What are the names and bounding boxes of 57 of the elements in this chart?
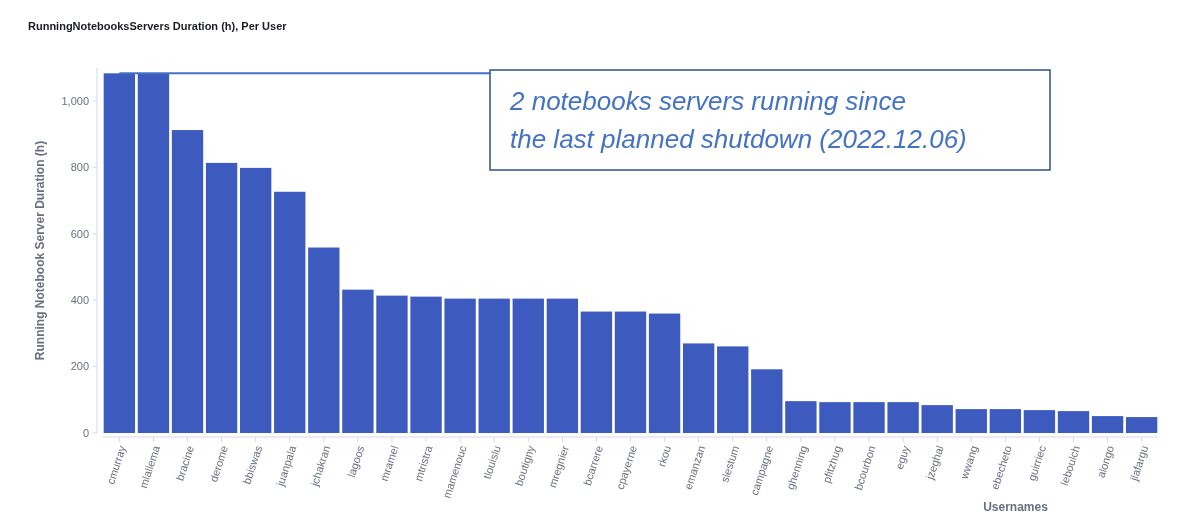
- bar: [751, 369, 783, 433]
- bar: [171, 130, 204, 433]
- bar: [410, 296, 442, 433]
- x-tick-label: eguy: [892, 443, 912, 471]
- bar: [580, 311, 613, 433]
- x-tick-label: derome: [207, 444, 231, 484]
- bar: [1023, 410, 1056, 433]
- bar: [1091, 416, 1124, 433]
- bar: [614, 311, 647, 433]
- x-tick-label: tlouislu: [480, 444, 503, 481]
- bar: [546, 298, 579, 433]
- x-tick-label: jlafargu: [1127, 444, 1151, 484]
- y-tick-label: 400: [70, 294, 89, 307]
- annotation: 2 notebooks servers running since the last planned shutdown (2022.12.06): [509, 86, 967, 154]
- bar: [853, 402, 885, 433]
- x-tick-label: mramel: [377, 444, 401, 483]
- bar: [376, 295, 408, 433]
- x-tick-label: jzeghal: [923, 444, 946, 482]
- y-axis-title: Running Notebook Server Duration (h): [33, 140, 47, 361]
- bar: [478, 298, 510, 433]
- bar: [274, 191, 306, 433]
- bar: [308, 247, 340, 433]
- x-tick-label: mtristra: [411, 443, 435, 483]
- y-tick-label: 200: [70, 360, 89, 373]
- bar: [137, 73, 170, 433]
- bar: [887, 402, 919, 433]
- bar: [955, 409, 987, 433]
- y-tick-label: 800: [70, 161, 89, 174]
- bar: [717, 346, 749, 433]
- bar: [989, 409, 1022, 433]
- bar: [103, 73, 136, 433]
- x-tick-label: bracine: [173, 444, 197, 483]
- y-tick-label: 1,000: [61, 95, 89, 108]
- x-tick-label: wwang: [957, 444, 980, 482]
- bar: [205, 162, 238, 433]
- x-tick-label: alongo: [1094, 444, 1117, 480]
- bar: [682, 343, 715, 433]
- y-tick-label: 0: [82, 426, 89, 439]
- bar: [444, 298, 476, 433]
- bar: [1125, 417, 1158, 433]
- x-axis-title: Usernames: [983, 500, 1049, 514]
- bar: [512, 298, 544, 433]
- bar: [921, 405, 953, 433]
- bar: [819, 402, 851, 433]
- bar: [785, 401, 817, 433]
- x-tick-label: ebecheto: [988, 444, 1014, 491]
- x-tick-label: guirriec: [1025, 443, 1049, 483]
- bar: [239, 167, 272, 433]
- x-tick-label: lagoos: [345, 443, 367, 479]
- x-tick-label: cmurray: [104, 443, 129, 486]
- bar: [648, 313, 681, 433]
- chart-title: RunningNotebooksServers Duration (h), Per User: [28, 20, 288, 32]
- bar: [1057, 411, 1090, 433]
- bar: [342, 289, 374, 433]
- x-tick-label: rkou: [655, 444, 674, 469]
- x-tick-label: slestum: [718, 444, 742, 484]
- y-tick-label: 600: [70, 227, 89, 240]
